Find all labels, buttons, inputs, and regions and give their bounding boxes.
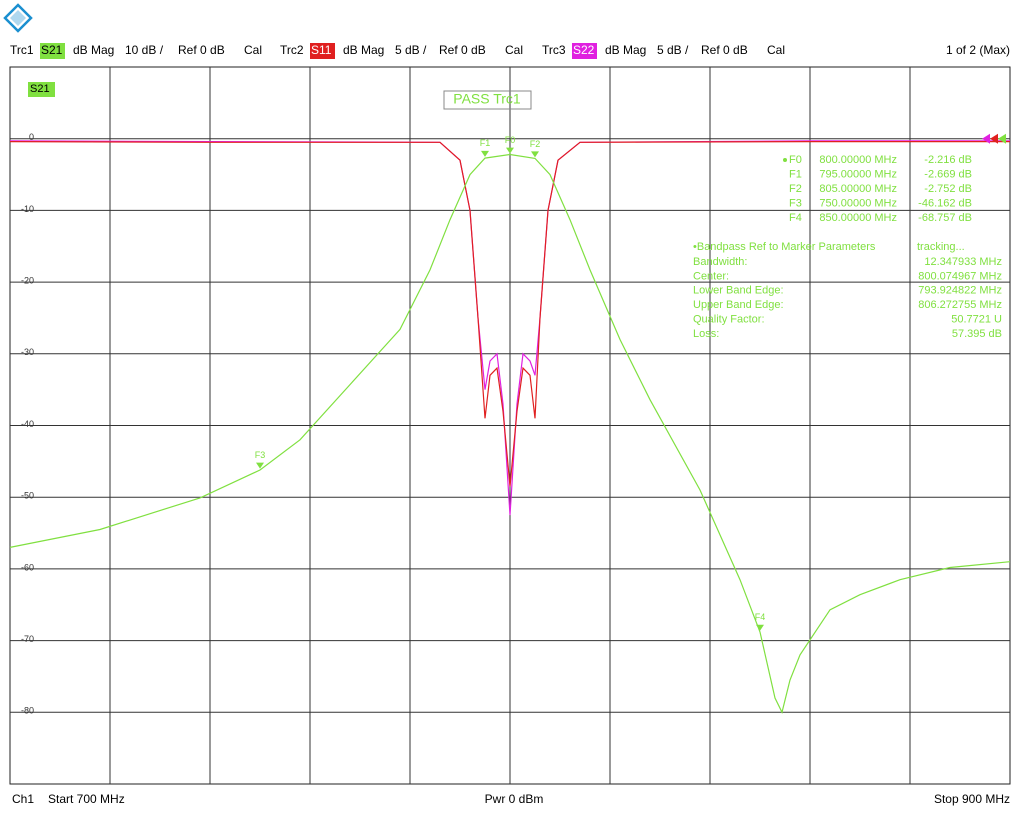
bandpass-label: Bandwidth: bbox=[693, 256, 747, 268]
footer-stop: Stop 900 MHz bbox=[934, 792, 1010, 806]
ref-arrow bbox=[998, 133, 1006, 144]
footer-channel: Ch1 bbox=[12, 792, 34, 806]
active-trace-tag-bg bbox=[28, 82, 55, 97]
trace-ref: Ref 0 dB bbox=[701, 43, 748, 57]
active-trace-tag: S21 bbox=[30, 83, 50, 95]
logo-diamond bbox=[3, 3, 33, 33]
marker-table-name: F3 bbox=[789, 197, 802, 209]
plot: 0 -10 -20 -30 -40 -50 -60 -70 -80 F0 F1 F2 F3 F4 bbox=[9, 132, 1011, 716]
bandpass-value: 50.7721 U bbox=[951, 314, 1002, 326]
y-tick-label: -30 bbox=[21, 347, 34, 357]
marker bbox=[256, 462, 264, 469]
y-tick-label: 0 bbox=[29, 132, 34, 142]
trace-param: S21 bbox=[41, 43, 63, 57]
ref-arrow bbox=[990, 133, 998, 144]
marker bbox=[756, 624, 764, 631]
marker-table-value: -2.669 dB bbox=[924, 168, 972, 180]
bandpass-label: Loss: bbox=[693, 328, 719, 340]
trace-format: dB Mag bbox=[73, 43, 114, 57]
marker-table-name: F0 bbox=[789, 154, 802, 166]
trace-name: Trc1 bbox=[10, 43, 34, 57]
bandpass-value: 57.395 dB bbox=[952, 328, 1002, 340]
marker-table-value: -68.757 dB bbox=[918, 212, 972, 224]
marker-table-freq: 795.00000 MHz bbox=[819, 168, 897, 180]
y-tick-label: -60 bbox=[21, 562, 34, 572]
marker bbox=[506, 147, 514, 154]
trace-param: S11 bbox=[311, 43, 332, 57]
trace-scale: 10 dB / bbox=[125, 43, 164, 57]
marker-label: F2 bbox=[530, 139, 541, 149]
marker-table-freq: 850.00000 MHz bbox=[819, 212, 897, 224]
y-tick-label: -40 bbox=[21, 419, 34, 429]
trace-cal: Cal bbox=[505, 43, 523, 57]
footer-start: Start 700 MHz bbox=[48, 792, 125, 806]
limit-check: PASS Trc1 bbox=[453, 91, 521, 107]
bandpass-label: Upper Band Edge: bbox=[693, 299, 784, 311]
trace-ref: Ref 0 dB bbox=[178, 43, 225, 57]
bandpass-label: Center: bbox=[693, 270, 729, 282]
marker-label: F4 bbox=[755, 612, 766, 622]
marker-table-freq: 750.00000 MHz bbox=[819, 197, 897, 209]
bandpass-label: Quality Factor: bbox=[693, 314, 765, 326]
bandpass-label: Lower Band Edge: bbox=[693, 285, 784, 297]
marker-table-value: -46.162 dB bbox=[918, 197, 972, 209]
trace-tag-bg bbox=[310, 43, 335, 59]
trace-format: dB Mag bbox=[343, 43, 384, 57]
bandpass-status: tracking... bbox=[917, 241, 965, 253]
trace-line bbox=[9, 141, 1010, 487]
bandpass-value: 806.272755 MHz bbox=[918, 299, 1002, 311]
bandpass-value: 793.924822 MHz bbox=[918, 285, 1002, 297]
y-tick-label: -20 bbox=[21, 275, 34, 285]
trace-param: S22 bbox=[573, 43, 595, 57]
limit-check-box bbox=[443, 90, 532, 110]
trace-name: Trc3 bbox=[542, 43, 566, 57]
marker-label: F3 bbox=[255, 450, 266, 460]
marker bbox=[531, 151, 539, 158]
marker-active-dot bbox=[783, 158, 787, 162]
logo-inner bbox=[10, 10, 26, 26]
marker-label: F0 bbox=[505, 135, 516, 145]
header: Trc1 S21 dB Mag 10 dB / Ref 0 dB Cal Trc2 S11 dB… bbox=[10, 43, 1010, 59]
bandpass-value: 12.347933 MHz bbox=[924, 256, 1002, 268]
marker-table-value: -2.216 dB bbox=[924, 154, 972, 166]
trace-tag-bg bbox=[572, 43, 597, 59]
marker-table-name: F4 bbox=[789, 212, 802, 224]
y-tick-label: -80 bbox=[21, 706, 34, 716]
marker-table-freq: 805.00000 MHz bbox=[819, 183, 897, 195]
trace-name: Trc2 bbox=[280, 43, 304, 57]
trace-ref: Ref 0 dB bbox=[439, 43, 486, 57]
page-indicator: 1 of 2 (Max) bbox=[946, 43, 1010, 57]
trace-format: dB Mag bbox=[605, 43, 646, 57]
trace-tag-bg bbox=[40, 43, 65, 59]
trace-cal: Cal bbox=[767, 43, 785, 57]
ref-arrow bbox=[982, 133, 990, 144]
marker-table-name: F1 bbox=[789, 168, 802, 180]
bandpass-title: •Bandpass Ref to Marker Parameters bbox=[693, 241, 876, 253]
footer-power: Pwr 0 dBm bbox=[485, 792, 544, 806]
marker-table-freq: 800.00000 MHz bbox=[819, 154, 897, 166]
y-tick-label: -70 bbox=[21, 634, 34, 644]
trace-cal: Cal bbox=[244, 43, 262, 57]
trace-line bbox=[9, 153, 1011, 715]
marker bbox=[481, 150, 489, 157]
bandpass-value: 800.074967 MHz bbox=[918, 270, 1002, 282]
marker-info: F0 800.00000 MHz -2.216 dB F1 795.00000 MHz -… bbox=[693, 154, 1002, 340]
marker-table-name: F2 bbox=[789, 183, 802, 195]
y-tick-label: -10 bbox=[21, 204, 34, 214]
marker-label: F1 bbox=[480, 138, 491, 148]
marker-table-value: -2.752 dB bbox=[924, 183, 972, 195]
trace-scale: 5 dB / bbox=[395, 43, 427, 57]
trace-scale: 5 dB / bbox=[657, 43, 689, 57]
y-tick-label: -50 bbox=[21, 491, 34, 501]
logo bbox=[3, 3, 33, 33]
